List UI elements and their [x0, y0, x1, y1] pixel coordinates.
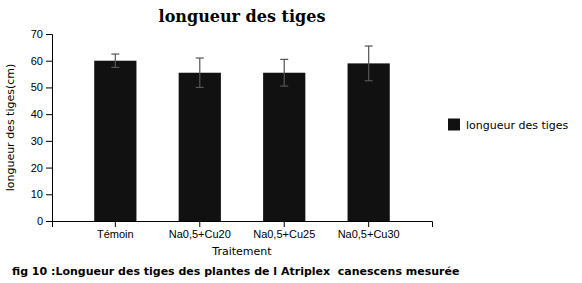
y-tick-label: 10 [31, 188, 43, 200]
y-axis: 0 10 20 30 40 50 60 70 [31, 28, 53, 227]
title: longueur des tiges [159, 7, 326, 26]
y-tick-label: 60 [31, 55, 43, 67]
marks [94, 46, 390, 221]
error-cap [365, 45, 373, 46]
error-bar [111, 54, 119, 67]
error-bar [196, 58, 204, 87]
error-line [115, 54, 116, 67]
x-tick-label: Témoin [97, 228, 134, 240]
y-axis-title: longueur des tiges(cm) [4, 64, 17, 192]
error-cap [111, 53, 119, 54]
x-tick: Na0,5+Cu20 [169, 221, 231, 240]
x-tick-label: Na0,5+Cu30 [338, 228, 400, 240]
bar [94, 61, 136, 221]
legend: longueur des tiges [448, 119, 569, 132]
error-line [199, 58, 200, 87]
error-cap [365, 80, 373, 81]
error-cap [111, 67, 119, 68]
y-tick-mark [46, 221, 52, 222]
error-cap [280, 59, 288, 60]
y-tick: 40 [31, 108, 52, 120]
y-tick: 20 [31, 162, 52, 174]
y-tick-mark [46, 194, 52, 195]
y-tick-label: 30 [31, 135, 43, 147]
error-cap [196, 87, 204, 88]
y-tick-mark [46, 114, 52, 115]
legend-item: longueur des tiges [448, 119, 569, 132]
y-tick-label: 50 [31, 81, 43, 93]
x-tick-label: Na0,5+Cu25 [253, 228, 315, 240]
y-tick: 50 [31, 81, 52, 93]
bar [348, 63, 390, 221]
x-axis-title: Traitement [211, 245, 272, 258]
y-tick: 60 [31, 55, 52, 67]
x-axis-line [53, 222, 433, 228]
x-tick-mark [368, 221, 369, 227]
y-tick: 10 [31, 188, 52, 200]
legend-swatch [448, 119, 460, 131]
error-bar [280, 59, 288, 86]
legend-label: longueur des tiges [466, 119, 569, 132]
y-axis-line [46, 35, 53, 222]
plot: 0 10 20 30 40 50 60 70 Témoin Na0,5+Cu20 Na0,5+Cu2… [31, 28, 433, 240]
y-tick-mark [46, 34, 52, 35]
error-bar [365, 46, 373, 81]
y-tick-label: 40 [31, 108, 43, 120]
y-tick-label: 70 [31, 28, 43, 40]
x-axis: Témoin Na0,5+Cu20 Na0,5+Cu25 Na0,5+Cu30 [53, 221, 433, 240]
y-tick-mark [46, 168, 52, 169]
x-tick: Na0,5+Cu25 [253, 221, 315, 240]
x-tick-label: Na0,5+Cu20 [169, 228, 231, 240]
y-tick-label: 0 [37, 215, 43, 227]
y-tick: 0 [37, 215, 52, 227]
x-tick-mark [284, 221, 285, 227]
error-cap [280, 85, 288, 86]
error-line [368, 46, 369, 81]
x-tick: Témoin [97, 221, 134, 240]
x-tick-mark [115, 221, 116, 227]
bar [263, 73, 305, 221]
y-tick-mark [46, 87, 52, 88]
x-tick: Na0,5+Cu30 [338, 221, 400, 240]
chart: 0 10 20 30 40 50 60 70 Témoin Na0,5+Cu20 Na0,5+Cu2… [0, 0, 582, 283]
error-cap [196, 57, 204, 58]
y-tick: 30 [31, 135, 52, 147]
caption: fig 10 :Longueur des tiges des plantes d… [12, 265, 459, 278]
error-line [284, 59, 285, 86]
y-tick-label: 20 [31, 162, 43, 174]
y-tick-mark [46, 141, 52, 142]
bar [179, 73, 221, 221]
x-tick-mark [199, 221, 200, 227]
y-tick: 70 [31, 28, 52, 40]
y-tick-mark [46, 61, 52, 62]
